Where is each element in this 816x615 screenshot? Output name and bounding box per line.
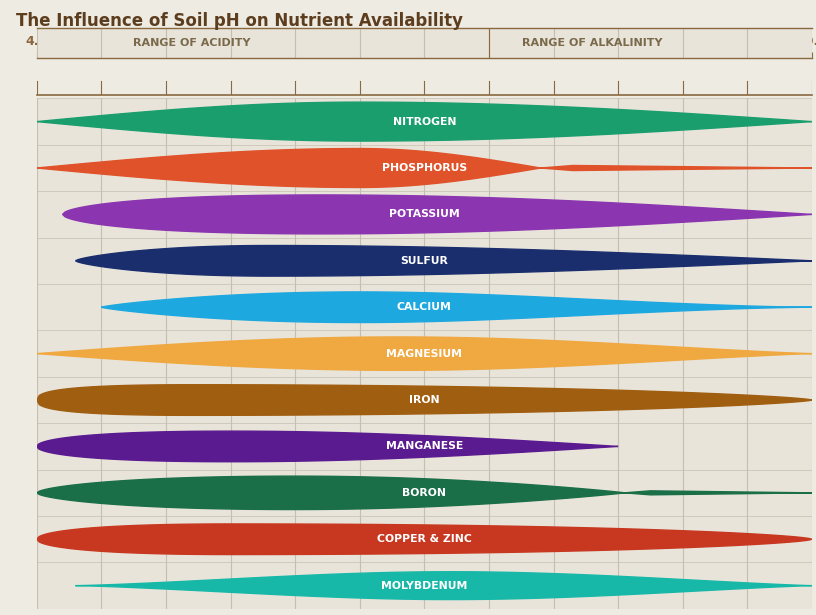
Polygon shape (76, 245, 812, 276)
Polygon shape (63, 195, 812, 234)
Text: MANGANESE: MANGANESE (386, 442, 463, 451)
Text: MAGNESIUM: MAGNESIUM (386, 349, 463, 359)
Polygon shape (101, 292, 812, 322)
Polygon shape (76, 572, 812, 600)
Text: CALCIUM: CALCIUM (397, 302, 452, 312)
Polygon shape (37, 337, 812, 370)
Text: BORON: BORON (402, 488, 446, 498)
Text: POTASSIUM: POTASSIUM (389, 210, 459, 220)
Text: RANGE OF ACIDITY: RANGE OF ACIDITY (133, 38, 251, 48)
Text: SULFUR: SULFUR (401, 256, 448, 266)
Polygon shape (37, 148, 812, 188)
Text: The Influence of Soil pH on Nutrient Availability: The Influence of Soil pH on Nutrient Ava… (16, 12, 463, 30)
Polygon shape (37, 524, 812, 555)
Text: PHOSPHORUS: PHOSPHORUS (382, 163, 467, 173)
Polygon shape (37, 385, 812, 415)
Text: COPPER & ZINC: COPPER & ZINC (377, 534, 472, 544)
Text: MOLYBDENUM: MOLYBDENUM (381, 581, 468, 590)
Polygon shape (37, 476, 812, 510)
Text: RANGE OF ALKALINITY: RANGE OF ALKALINITY (522, 38, 663, 48)
Text: NITROGEN: NITROGEN (392, 117, 456, 127)
Polygon shape (37, 431, 618, 462)
Text: IRON: IRON (409, 395, 440, 405)
Polygon shape (37, 102, 812, 141)
